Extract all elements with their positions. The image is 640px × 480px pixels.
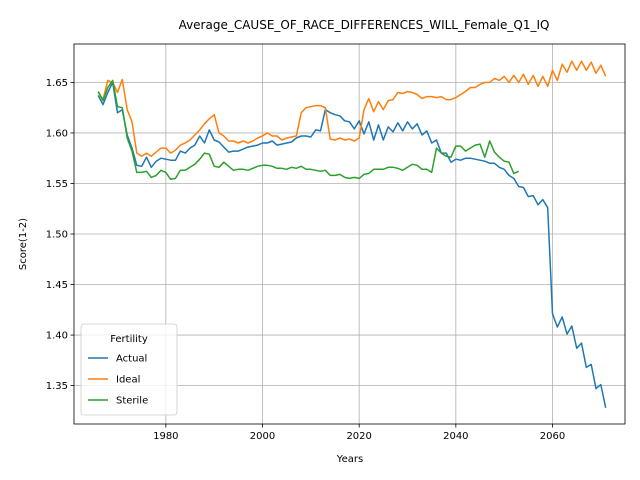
y-tick-label: 1.35 [46,381,68,392]
y-tick-label: 1.65 [46,78,68,89]
series-lines [97,60,607,408]
legend-label-ideal: Ideal [116,375,140,386]
x-tick-label: 2000 [250,431,275,442]
x-tick-label: 2060 [540,431,565,442]
x-tick-label: 2020 [346,431,371,442]
x-axis-ticks: 1980 2000 2020 2040 2060 [153,424,565,442]
legend-label-sterile: Sterile [116,396,148,407]
x-tick-label: 2040 [443,431,468,442]
chart-title: Average_CAUSE_OF_RACE_DIFFERENCES_WILL_F… [179,18,550,32]
series-line-ideal [97,60,607,157]
x-tick-label: 1980 [153,431,178,442]
y-tick-label: 1.60 [46,128,68,139]
series-line-sterile [97,79,519,181]
y-axis-ticks: 1.35 1.40 1.45 1.50 1.55 1.60 1.65 [46,78,74,392]
y-tick-label: 1.40 [46,331,68,342]
series-line-actual [97,81,607,408]
y-axis-label: Score(1-2) [18,218,29,270]
x-axis-label: Years [336,454,363,465]
legend-box [80,323,178,416]
legend-title: Fertility [110,334,148,345]
legend: Fertility Actual Ideal Sterile [80,323,178,416]
y-tick-label: 1.55 [46,179,68,190]
y-tick-label: 1.50 [46,230,68,241]
legend-items: Actual Ideal Sterile [88,354,148,407]
y-tick-label: 1.45 [46,280,68,291]
legend-label-actual: Actual [116,354,147,365]
grid-lines [74,44,625,424]
